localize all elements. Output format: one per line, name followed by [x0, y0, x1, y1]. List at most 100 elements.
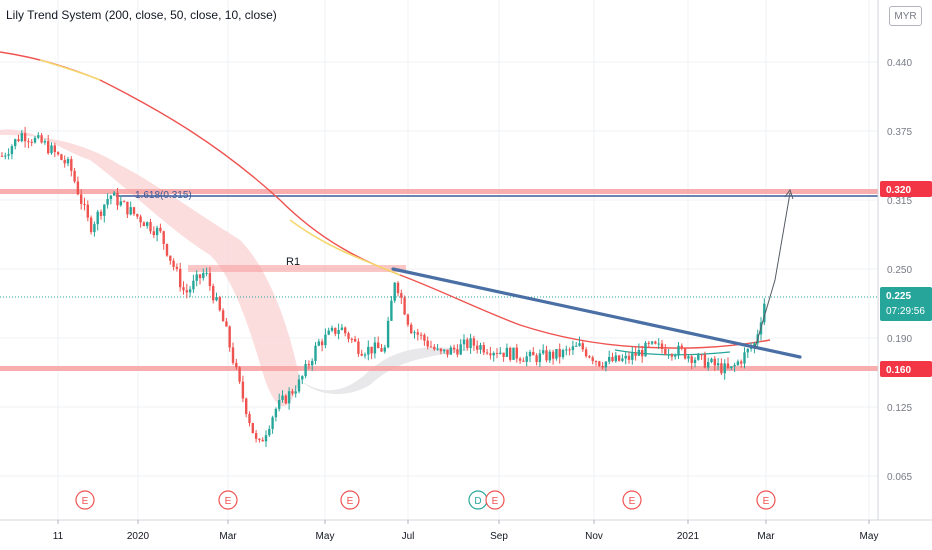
candle-body — [175, 266, 179, 269]
candle-body — [479, 345, 482, 350]
candle-body — [584, 349, 588, 357]
candle-body — [70, 159, 73, 171]
candle — [116, 188, 119, 210]
drawing-tools: 1.618(0.315) R1 — [135, 188, 802, 359]
candle-body — [136, 214, 139, 217]
candle-body — [287, 391, 291, 404]
candle-body — [357, 341, 360, 354]
candle-body — [502, 352, 505, 357]
candle-body — [370, 346, 373, 354]
candle-body — [693, 359, 697, 363]
candle — [528, 349, 532, 363]
candle-body — [73, 170, 76, 182]
candle — [360, 349, 363, 357]
candle-body — [383, 347, 386, 352]
candle — [670, 353, 674, 361]
candle — [462, 334, 466, 351]
candle — [746, 348, 749, 359]
candle — [594, 360, 598, 366]
candle-body — [63, 159, 66, 164]
candle — [43, 138, 47, 145]
candle-body — [650, 341, 654, 344]
candle-body — [657, 343, 660, 345]
xtick-label: Jul — [402, 531, 415, 542]
candle-body — [340, 327, 344, 331]
candle-body — [555, 348, 558, 359]
xtick-label: May — [316, 531, 335, 542]
candle — [680, 343, 683, 351]
currency-button[interactable]: MYR — [889, 6, 922, 26]
candle — [149, 218, 152, 235]
candle — [317, 338, 320, 347]
candle — [466, 337, 469, 351]
candle-body — [66, 159, 70, 164]
candle — [86, 200, 89, 222]
candle-body — [674, 355, 677, 357]
candle-body — [670, 354, 674, 357]
candle — [512, 347, 515, 361]
candle-body — [416, 332, 419, 335]
candle-body — [690, 356, 693, 363]
level-price-badge — [880, 361, 932, 377]
candle-body — [139, 216, 142, 223]
candle-body — [512, 347, 515, 360]
candle-body — [591, 357, 594, 362]
candle-body — [647, 342, 650, 344]
candle — [350, 337, 353, 343]
candle — [730, 366, 733, 371]
candle-body — [294, 391, 297, 394]
candle — [683, 347, 687, 360]
event-marker-circle — [218, 490, 238, 510]
candle — [334, 327, 337, 337]
candle-body — [198, 274, 202, 279]
candle — [182, 281, 185, 295]
candle-body — [169, 255, 172, 261]
candle-body — [76, 181, 80, 195]
ytick-0315: 0.315 — [887, 196, 912, 207]
candle — [162, 230, 165, 250]
candle — [509, 346, 512, 362]
candle-body — [165, 243, 169, 256]
moving-averages — [0, 51, 771, 356]
candle — [33, 135, 37, 144]
candle-body — [489, 353, 492, 356]
candle — [251, 422, 254, 434]
candle — [485, 349, 489, 355]
event-marker-label: E — [492, 496, 499, 507]
candle — [446, 349, 449, 358]
candle — [723, 359, 726, 380]
candle — [697, 352, 700, 361]
candle — [370, 346, 373, 360]
last-price-badge — [880, 287, 932, 321]
candle — [14, 138, 17, 150]
candle-body — [103, 204, 106, 216]
candle — [624, 351, 627, 365]
r1-label: R1 — [286, 256, 300, 268]
candle — [515, 343, 518, 363]
candle — [159, 223, 162, 233]
candle-body — [188, 289, 192, 293]
ma-200-yellow-segment-2 — [289, 219, 401, 276]
xtick-label: 2021 — [677, 531, 700, 542]
candle — [459, 339, 462, 356]
candle — [476, 340, 479, 354]
xtick-label: Sep — [490, 531, 508, 542]
candle-body — [297, 379, 301, 392]
candle-body — [446, 349, 449, 355]
candle — [584, 347, 588, 358]
candle-body — [23, 133, 27, 142]
candle-body — [251, 423, 254, 434]
candle-body — [337, 330, 340, 334]
ytick-0375: 0.375 — [887, 127, 912, 138]
candle-body — [30, 141, 33, 143]
descending-trendline — [391, 267, 802, 359]
candle-body — [353, 339, 357, 342]
candle-body — [116, 192, 119, 206]
candle-body — [241, 381, 245, 399]
candle — [179, 262, 182, 292]
candle-body — [433, 346, 436, 350]
candle-body — [162, 231, 165, 244]
candle-body — [627, 355, 631, 360]
candle — [693, 357, 697, 368]
